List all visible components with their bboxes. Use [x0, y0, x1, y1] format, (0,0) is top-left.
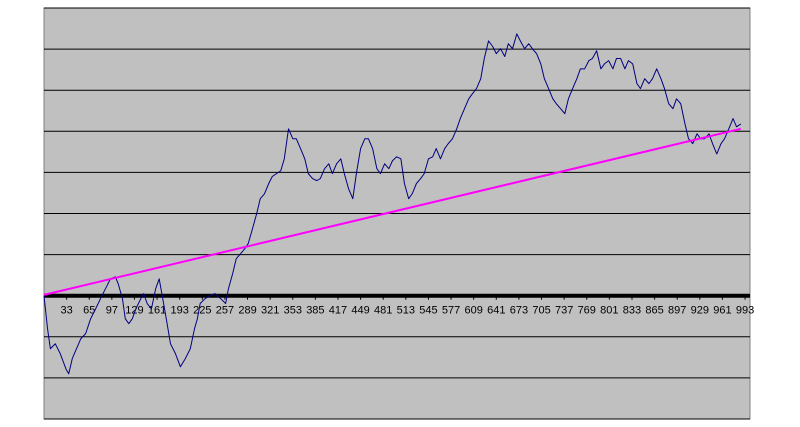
- x-tick-label: 97: [106, 305, 118, 317]
- x-tick-label: 417: [329, 305, 347, 317]
- x-tick-label: 257: [216, 305, 234, 317]
- x-tick-label: 641: [487, 305, 505, 317]
- x-tick-label: 961: [713, 305, 731, 317]
- x-tick-label: 577: [442, 305, 460, 317]
- x-tick-label: 129: [125, 305, 143, 317]
- x-tick-label: 545: [419, 305, 437, 317]
- x-tick-label: 833: [623, 305, 641, 317]
- x-tick-label: 801: [600, 305, 618, 317]
- x-tick-label: 993: [736, 305, 754, 317]
- x-tick-label: 161: [148, 305, 166, 317]
- x-tick-label: 897: [668, 305, 686, 317]
- x-tick-label: 929: [691, 305, 709, 317]
- x-tick-label: 673: [510, 305, 528, 317]
- x-tick-label: 33: [60, 305, 72, 317]
- x-tick-label: 769: [578, 305, 596, 317]
- x-tick-label: 321: [261, 305, 279, 317]
- x-tick-label: 705: [532, 305, 550, 317]
- x-tick-label: 449: [351, 305, 369, 317]
- data-line: [43, 127, 742, 296]
- x-tick-label: 481: [374, 305, 392, 317]
- x-tick-label: 225: [193, 305, 211, 317]
- x-tick-label: 865: [645, 305, 663, 317]
- x-tick-label: 65: [83, 305, 95, 317]
- x-tick-label: 353: [284, 305, 302, 317]
- data-line: [43, 33, 742, 375]
- x-tick-label: 513: [397, 305, 415, 317]
- x-tick-label: 737: [555, 305, 573, 317]
- x-tick-label: 609: [464, 305, 482, 317]
- x-tick-label: 289: [238, 305, 256, 317]
- x-tick-label: 193: [171, 305, 189, 317]
- x-tick-label: 385: [306, 305, 324, 317]
